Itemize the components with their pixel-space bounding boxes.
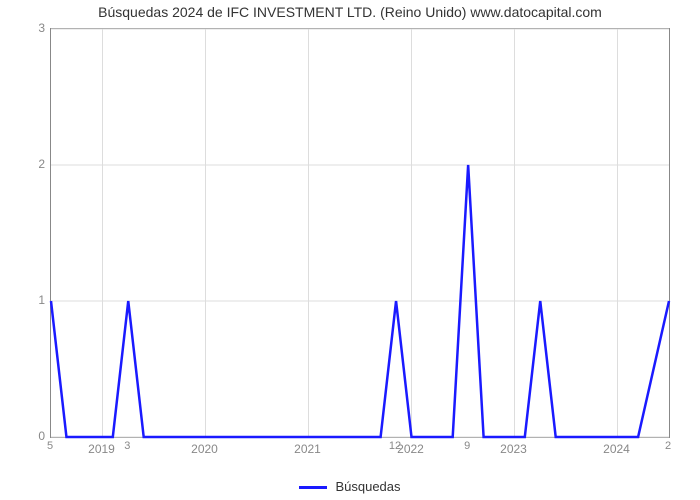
y-tick-label: 1 [5, 293, 45, 307]
grid-and-series [51, 29, 669, 437]
plot-area [50, 28, 670, 438]
legend-label: Búsquedas [335, 479, 400, 494]
y-tick-label: 2 [5, 157, 45, 171]
x-tick-label: 2021 [294, 442, 321, 456]
x-tick-label: 2020 [191, 442, 218, 456]
value-label: 12 [389, 440, 401, 452]
chart-container: Búsquedas 2024 de IFC INVESTMENT LTD. (R… [0, 0, 700, 500]
y-tick-label: 3 [5, 21, 45, 35]
chart-title: Búsquedas 2024 de IFC INVESTMENT LTD. (R… [0, 4, 700, 20]
value-label: 5 [47, 440, 53, 452]
x-tick-label: 2023 [500, 442, 527, 456]
legend-swatch [299, 486, 327, 489]
value-label: 9 [464, 440, 470, 452]
x-tick-label: 2024 [603, 442, 630, 456]
value-label: 2 [665, 440, 671, 452]
value-label: 3 [124, 440, 130, 452]
legend: Búsquedas [0, 479, 700, 494]
y-tick-label: 0 [5, 429, 45, 443]
x-tick-label: 2019 [88, 442, 115, 456]
